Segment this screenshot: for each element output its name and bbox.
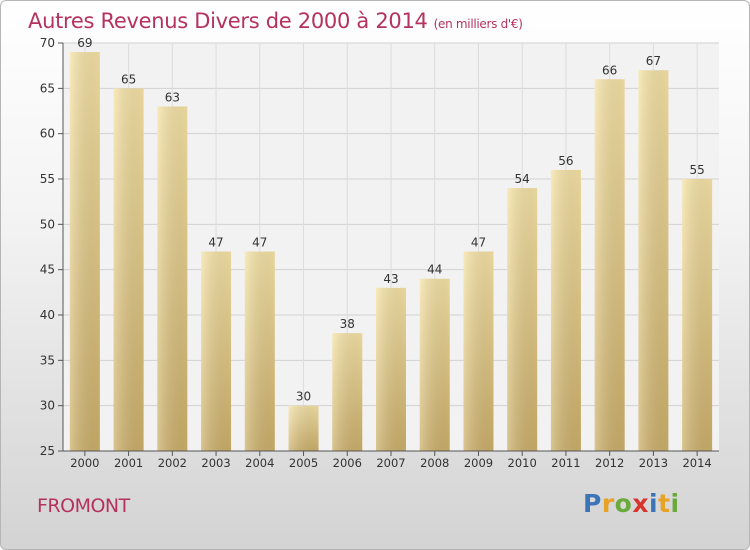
- x-tick-label: 2000: [70, 456, 99, 470]
- logo-letter: x: [632, 489, 649, 518]
- x-tick-label: 2003: [201, 456, 230, 470]
- y-tick-label: 50: [40, 217, 55, 231]
- data-label: 66: [602, 63, 617, 77]
- bar-layer: 69 65 63 47 47 30 38 43 44 47 54 56 66 67 55: [69, 36, 713, 452]
- data-label: 30: [296, 390, 311, 404]
- data-label: 54: [515, 172, 530, 186]
- x-tick-label: 2012: [595, 456, 624, 470]
- bar-shade: [682, 179, 713, 451]
- y-tick-label: 55: [40, 172, 55, 186]
- bar-shade: [157, 106, 188, 451]
- x-tick-label: 2010: [508, 456, 537, 470]
- logo-letter: o: [614, 489, 633, 518]
- bar-shade: [376, 287, 406, 451]
- x-tick-label: 2014: [682, 456, 711, 470]
- data-label: 56: [558, 154, 573, 168]
- x-tick-label: 2002: [158, 456, 187, 470]
- y-tick-label: 35: [40, 353, 55, 367]
- y-tick-label: 45: [40, 263, 55, 277]
- bar-shade: [244, 251, 275, 451]
- x-tick-label: 2009: [464, 456, 493, 470]
- data-label: 47: [471, 236, 486, 250]
- data-label: 43: [383, 272, 398, 286]
- logo-letter: P: [583, 489, 602, 518]
- x-tick-label: 2006: [333, 456, 362, 470]
- data-label: 65: [121, 72, 136, 86]
- data-label: 69: [77, 36, 92, 50]
- bar-shade: [638, 70, 669, 451]
- data-label: 44: [427, 263, 442, 277]
- bar-shade: [288, 405, 319, 451]
- chart-unit: (en milliers d'€): [433, 17, 523, 31]
- logo-letter: i: [670, 489, 680, 518]
- bar-shade: [332, 333, 363, 451]
- proxiti-logo[interactable]: Proxiti: [583, 489, 680, 518]
- x-tick-label: 2004: [245, 456, 274, 470]
- location-name: FROMONT: [37, 495, 130, 517]
- data-label: 67: [646, 54, 661, 68]
- bar-shade: [113, 88, 144, 451]
- bar-shade: [550, 169, 581, 451]
- y-tick-label: 40: [40, 308, 55, 322]
- logo-letter: r: [601, 489, 615, 518]
- x-tick-label: 2011: [551, 456, 580, 470]
- data-label: 47: [252, 236, 267, 250]
- bar-shade: [594, 79, 625, 452]
- y-tick-label: 60: [40, 127, 55, 141]
- x-tick-label: 2008: [420, 456, 449, 470]
- y-tick-label: 65: [40, 81, 55, 95]
- logo-letter: t: [658, 489, 671, 518]
- data-label: 38: [340, 317, 355, 331]
- x-tick-label: 2013: [639, 456, 668, 470]
- bar-shade: [201, 251, 232, 451]
- y-tick-label: 25: [40, 444, 55, 458]
- axis-layer: 25 30 35 40 45 50 55 60 65 70 2000 2001 2002 2003 2004…: [40, 36, 719, 470]
- bar-shade: [69, 52, 100, 452]
- x-tick-label: 2001: [114, 456, 143, 470]
- chart-title-text: Autres Revenus Divers de 2000 à 2014: [28, 9, 428, 33]
- bar-shade: [463, 251, 494, 451]
- data-label: 55: [689, 163, 704, 177]
- x-tick-label: 2007: [376, 456, 405, 470]
- data-label: 63: [165, 90, 180, 104]
- y-tick-label: 30: [40, 399, 55, 413]
- x-tick-label: 2005: [289, 456, 318, 470]
- bar-shade: [507, 188, 538, 452]
- bar-shade: [419, 278, 450, 451]
- logo-letter: i: [649, 489, 659, 518]
- data-label: 47: [208, 236, 223, 250]
- chart-title: Autres Revenus Divers de 2000 à 2014 (en …: [28, 9, 523, 33]
- y-tick-label: 70: [40, 36, 55, 50]
